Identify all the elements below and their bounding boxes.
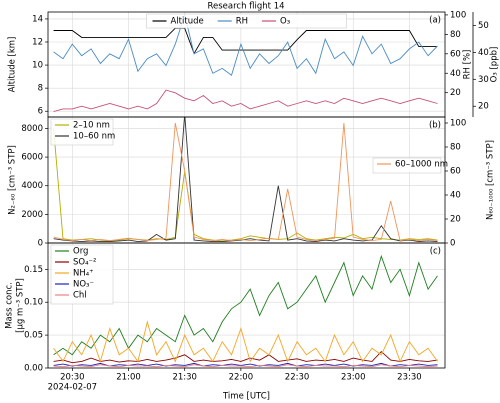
- series-line: [53, 117, 438, 243]
- y2-tick-label: 60: [450, 49, 461, 59]
- x-tick-label: 21:30: [172, 373, 197, 383]
- legend-label: Altitude: [171, 17, 204, 27]
- legend-label: NO₃⁻: [73, 280, 94, 290]
- y-tick-label: 10: [32, 61, 43, 71]
- y3-tick-label: 50: [478, 21, 489, 31]
- legend-box: [50, 244, 114, 305]
- series-line: [53, 254, 438, 356]
- x-date-label: 2024-02-07: [48, 383, 97, 393]
- y-axis-label: N₂₋₆₀ [cm⁻³ STP]: [8, 145, 18, 215]
- legend-label: Chl: [73, 291, 87, 301]
- legend-label: SO₄⁻²: [73, 258, 96, 268]
- x-tick-label: 20:30: [60, 373, 85, 383]
- panel-label: (c): [430, 247, 441, 257]
- y2-tick-label: 40: [450, 191, 461, 201]
- y-tick-label: 8000: [21, 124, 43, 134]
- x-tick-label: 21:00: [116, 373, 141, 383]
- legend-label: O₃: [280, 17, 290, 27]
- x-tick-label: 22:00: [229, 373, 254, 383]
- panel-label: (a): [429, 16, 441, 26]
- x-tick-label: 22:30: [285, 373, 310, 383]
- series-line: [53, 122, 438, 242]
- x-tick-label: 23:30: [397, 373, 422, 383]
- y-tick-label: 4000: [21, 181, 43, 191]
- chart-title: Research flight 14: [207, 2, 284, 12]
- y-tick-label: 8: [38, 84, 43, 94]
- legend-label: NH₄⁺: [73, 269, 94, 279]
- y3-axis-label: O₃ [ppb]: [490, 47, 500, 83]
- y-tick-label: 6000: [21, 153, 43, 163]
- series-line: [53, 13, 438, 76]
- legend-label: 60–1000 nm: [395, 160, 448, 170]
- plot-area: [53, 13, 438, 113]
- series-line: [53, 89, 438, 113]
- y2-tick-label: 0: [450, 239, 455, 249]
- legend-box: [146, 13, 347, 29]
- legend-label: 2–10 nm: [73, 121, 110, 131]
- legend-label: Org: [73, 247, 88, 257]
- legend-box: [372, 157, 442, 174]
- y-axis-label: Mass conc.: [5, 282, 15, 329]
- y3-tick-label: 30: [478, 75, 489, 85]
- y-tick-label: 0.00: [24, 364, 43, 374]
- y2-tick-label: 40: [450, 69, 461, 79]
- plot-area: [53, 117, 438, 243]
- series-line: [53, 320, 438, 363]
- series-line: [53, 27, 438, 55]
- legend-label: RH: [236, 17, 248, 27]
- series-line: [53, 128, 438, 242]
- y3-tick-label: 40: [478, 48, 489, 58]
- y2-tick-label: 20: [450, 215, 461, 225]
- series-line: [53, 362, 438, 367]
- legend-box: [50, 118, 114, 146]
- panel-frame: [47, 242, 446, 369]
- y2-axis-label: N₆₀₋₁₀₀₀ [cm⁻³ STP]: [486, 140, 496, 220]
- y-tick-label: 0.15: [24, 265, 43, 275]
- y2-tick-label: 60: [450, 167, 461, 177]
- series-line: [53, 350, 438, 364]
- x-tick-label: 23:00: [341, 373, 366, 383]
- y2-axis-label: RH [%]: [463, 50, 473, 80]
- panel-label: (b): [429, 121, 441, 131]
- y2-tick-label: 100: [450, 10, 466, 20]
- y-tick-label: 0.10: [24, 298, 43, 308]
- y2-tick-label: 20: [450, 88, 461, 98]
- y2-tick-label: 80: [450, 30, 461, 40]
- series-line: [53, 364, 438, 368]
- y-axis-label: Altitude [km]: [8, 37, 18, 93]
- legend-label: 10–60 nm: [73, 132, 115, 142]
- y-tick-label: 0.05: [24, 331, 43, 341]
- plot-area: [53, 254, 438, 368]
- y-tick-label: 6: [38, 107, 43, 117]
- x-axis-label: Time [UTC]: [222, 392, 270, 402]
- y2-tick-label: 80: [450, 143, 461, 153]
- y-tick-label: 14: [32, 14, 43, 24]
- y-tick-label: 12: [32, 38, 43, 48]
- y-tick-label: 0: [38, 239, 43, 249]
- y2-tick-label: 100: [450, 119, 466, 129]
- y-tick-label: 2000: [21, 210, 43, 220]
- y3-tick-label: 20: [478, 102, 489, 112]
- y-axis-label: [μg m⁻³ STP]: [16, 278, 26, 333]
